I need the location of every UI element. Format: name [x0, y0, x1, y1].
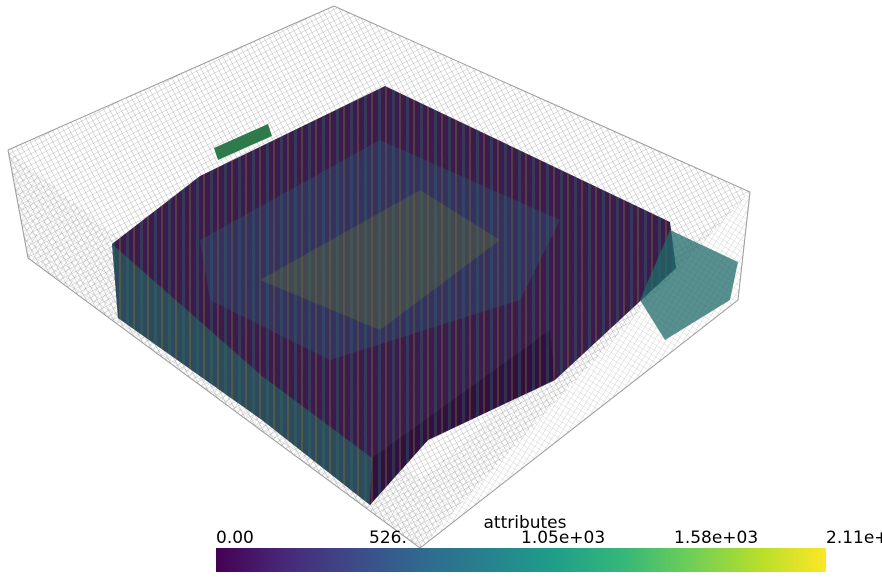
colorbar-gradient [216, 548, 826, 572]
colorbar-tick-1: 526. [369, 528, 407, 548]
colorbar-tick-4: 2.11e+ [826, 528, 882, 548]
colorbar-title: attributes [483, 513, 567, 533]
colorbar-tick-0: 0.00 [216, 528, 254, 548]
colorbar-tick-3: 1.58e+03 [674, 528, 759, 548]
building-volume [112, 86, 738, 505]
colorbar-tick-2: 1.05e+03 [521, 528, 606, 548]
